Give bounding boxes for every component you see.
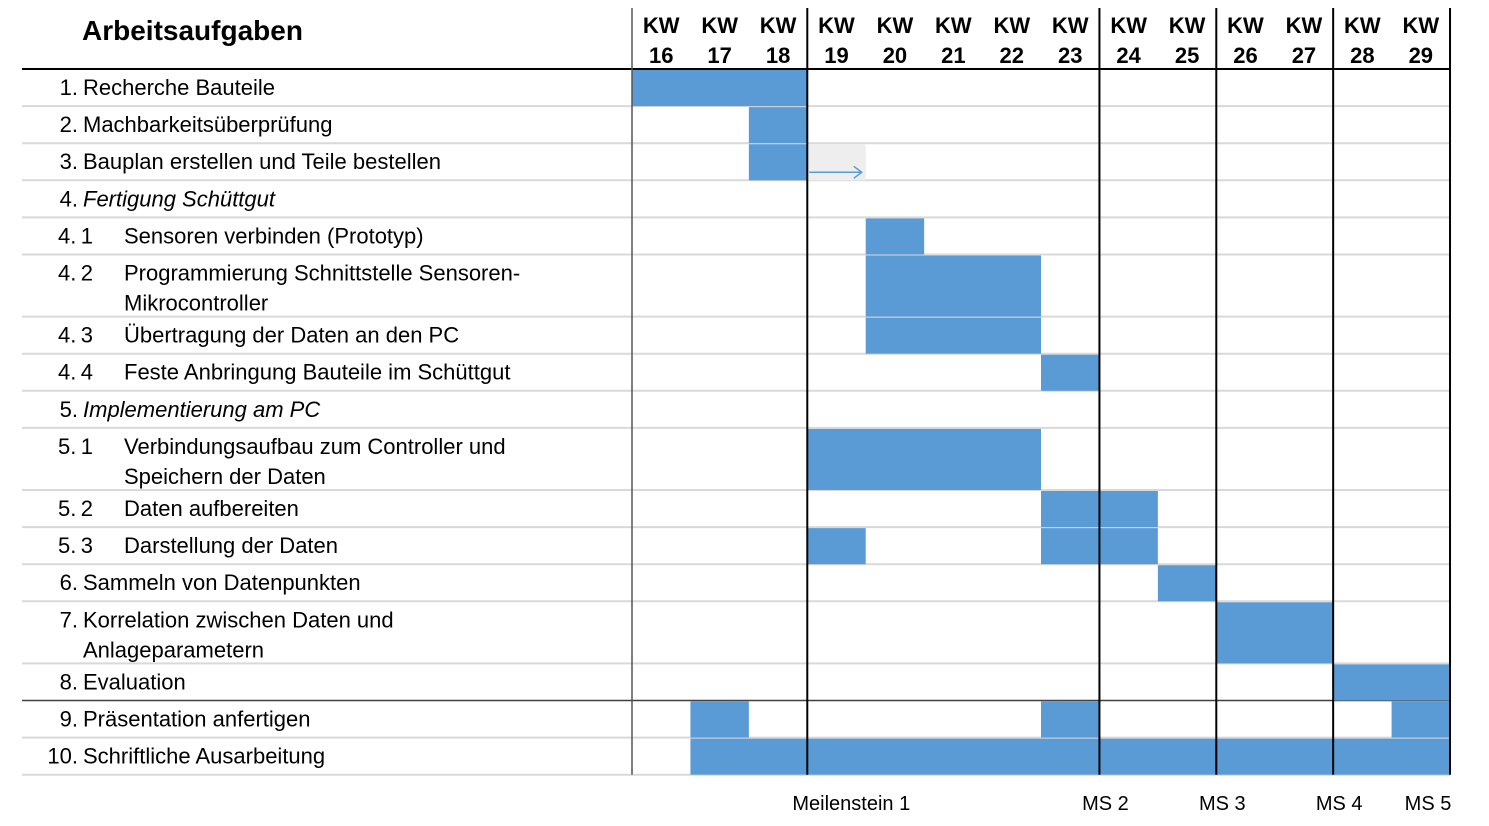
extension-arrow-head <box>853 165 863 179</box>
week-header-top: KW <box>1169 13 1206 38</box>
task-number: 4. 4 <box>58 360 93 385</box>
week-header-number: 18 <box>766 43 790 68</box>
milestone-label: MS 4 <box>1316 793 1363 815</box>
milestone-label: Meilenstein 1 <box>792 793 910 815</box>
week-header-number: 29 <box>1409 43 1433 68</box>
task-label: Übertragung der Daten an den PC <box>124 323 459 348</box>
week-header-top: KW <box>760 13 797 38</box>
task-label: Fertigung Schüttgut <box>83 186 276 211</box>
chart-title: Arbeitsaufgaben <box>82 15 303 46</box>
task-bar <box>1041 701 1100 738</box>
milestone-label: MS 3 <box>1199 793 1246 815</box>
task-bar <box>1041 354 1100 391</box>
task-label: Evaluation <box>83 669 186 694</box>
week-header-top: KW <box>1052 13 1089 38</box>
task-label: Bauplan erstellen und Teile bestellen <box>83 149 441 174</box>
task-bar <box>1157 565 1217 602</box>
week-header-number: 22 <box>1000 43 1024 68</box>
week-header-number: 20 <box>883 43 907 68</box>
task-label: Anlageparametern <box>83 637 264 662</box>
task-number: 5. 3 <box>58 533 93 558</box>
task-label: Daten aufbereiten <box>124 496 299 521</box>
task-number: 9. <box>60 707 78 732</box>
week-header-number: 27 <box>1292 43 1316 68</box>
task-bar <box>748 144 808 181</box>
task-number: 8. <box>60 669 78 694</box>
task-bar <box>690 738 1451 775</box>
task-bar <box>1216 602 1334 664</box>
task-number: 5. <box>60 397 78 422</box>
task-bar <box>632 70 808 107</box>
task-label: Recherche Bauteile <box>83 75 275 100</box>
week-header-number: 26 <box>1233 43 1257 68</box>
week-header-top: KW <box>1110 13 1147 38</box>
task-bar <box>807 428 1042 490</box>
week-header-top: KW <box>935 13 972 38</box>
week-header-top: KW <box>1286 13 1323 38</box>
task-bar <box>807 528 866 565</box>
task-label: Verbindungsaufbau zum Controller und <box>124 434 506 459</box>
task-number: 3. <box>60 149 78 174</box>
week-header-number: 16 <box>649 43 673 68</box>
week-header-number: 28 <box>1350 43 1374 68</box>
task-label: Machbarkeitsüberprüfung <box>83 112 332 137</box>
week-header-top: KW <box>701 13 738 38</box>
week-header-number: 25 <box>1175 43 1199 68</box>
task-number: 1. <box>60 75 78 100</box>
task-extension <box>807 144 866 181</box>
task-label: Korrelation zwischen Daten und <box>83 607 394 632</box>
task-number: 2. <box>60 112 78 137</box>
week-header-number: 23 <box>1058 43 1082 68</box>
task-label: Speichern der Daten <box>124 464 326 489</box>
task-number: 5. 1 <box>58 434 93 459</box>
task-label: Sammeln von Datenpunkten <box>83 570 361 595</box>
task-label: Schriftliche Ausarbeitung <box>83 744 325 769</box>
task-number: 4. 2 <box>58 261 93 286</box>
week-header-top: KW <box>1227 13 1264 38</box>
task-label: Präsentation anfertigen <box>83 707 311 732</box>
task-bar <box>1333 664 1451 701</box>
task-bar <box>865 255 1042 317</box>
week-header-top: KW <box>993 13 1030 38</box>
task-label: Programmierung Schnittstelle Sensoren- <box>124 261 520 286</box>
task-label: Darstellung der Daten <box>124 533 338 558</box>
task-bar <box>1391 701 1451 738</box>
week-header-top: KW <box>1402 13 1439 38</box>
week-header-top: KW <box>1344 13 1381 38</box>
task-number: 7. <box>60 607 78 632</box>
task-number: 4. 3 <box>58 323 93 348</box>
task-number: 6. <box>60 570 78 595</box>
milestone-label: MS 2 <box>1082 793 1129 815</box>
task-bar <box>865 218 925 255</box>
week-header-number: 21 <box>941 43 965 68</box>
week-header-top: KW <box>877 13 914 38</box>
week-header-number: 19 <box>824 43 848 68</box>
milestone-label: MS 5 <box>1405 793 1452 815</box>
week-header-top: KW <box>818 13 855 38</box>
task-number: 4. <box>60 186 78 211</box>
task-label: Mikrocontroller <box>124 291 268 316</box>
task-label: Feste Anbringung Bauteile im Schüttgut <box>124 360 510 385</box>
task-number: 5. 2 <box>58 496 93 521</box>
task-bar <box>865 317 1042 354</box>
week-header-number: 17 <box>707 43 731 68</box>
task-bar <box>748 107 808 144</box>
task-number: 4. 1 <box>58 223 93 248</box>
week-header-number: 24 <box>1116 43 1141 68</box>
week-header-top: KW <box>643 13 680 38</box>
task-number: 10. <box>47 744 78 769</box>
task-label: Implementierung am PC <box>83 397 320 422</box>
task-bar <box>690 701 749 738</box>
task-label: Sensoren verbinden (Prototyp) <box>124 223 424 248</box>
